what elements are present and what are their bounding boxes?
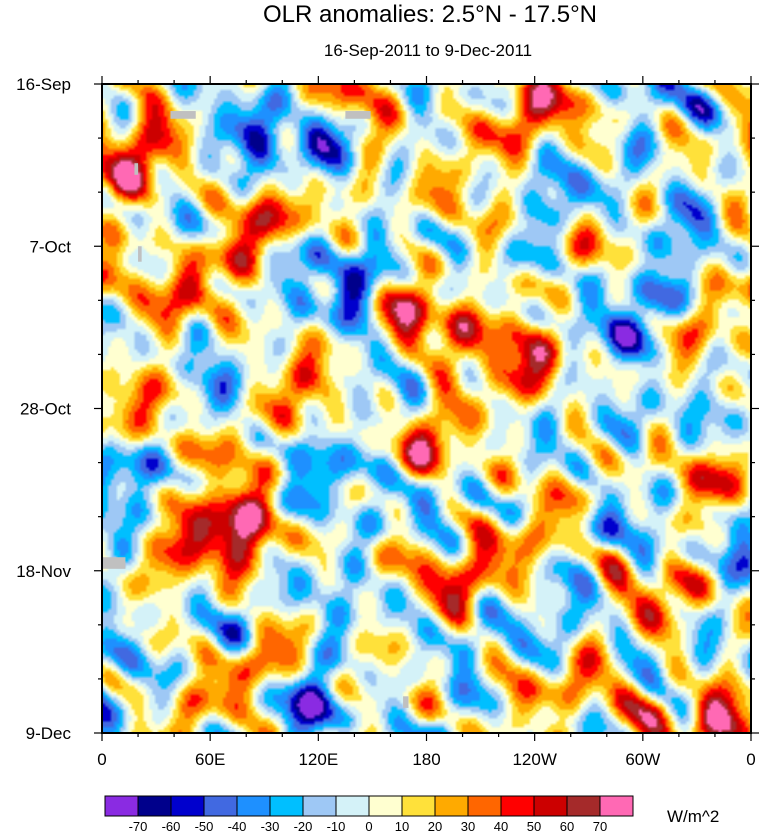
colorbar-label: -20 <box>294 819 313 834</box>
colorbar-swatch <box>137 795 172 817</box>
missing-data-patch <box>403 696 409 708</box>
y-axis: 16-Sep 7-Oct 28-Oct 18-Nov 9-Dec <box>16 75 71 743</box>
missing-data-patch <box>170 111 196 119</box>
x-axis: 0 60E 120E 180 120W 60W 0 <box>97 750 755 769</box>
x-tick-label: 180 <box>412 750 440 769</box>
y-tick-label: 18-Nov <box>16 562 71 581</box>
y-tick-label: 28-Oct <box>20 400 71 419</box>
colorbar-label: 60 <box>560 819 574 834</box>
colorbar-swatch <box>401 795 436 817</box>
y-tick-label: 7-Oct <box>29 237 71 256</box>
colorbar-label: -70 <box>129 819 148 834</box>
x-tick-label: 60E <box>195 750 225 769</box>
colorbar-swatch <box>302 795 337 817</box>
x-tick-label: 120E <box>298 750 338 769</box>
colorbar-swatch <box>335 795 370 817</box>
colorbar-swatch <box>269 795 304 817</box>
colorbar-swatch <box>236 795 271 817</box>
colorbar-swatch <box>368 795 403 817</box>
axis-ticks <box>94 76 759 741</box>
colorbar-swatch <box>170 795 205 817</box>
plot-area <box>94 76 759 741</box>
chart-subtitle: 16-Sep-2011 to 9-Dec-2011 <box>324 41 532 60</box>
colorbar-swatch <box>467 795 502 817</box>
missing-data-patch <box>102 557 126 569</box>
colorbar-label: 70 <box>593 819 607 834</box>
colorbar-label: -50 <box>195 819 214 834</box>
colorbar-swatch <box>203 795 238 817</box>
missing-data-layer <box>102 111 409 708</box>
missing-data-patch <box>134 163 139 175</box>
colorbar: -70 -60 -50 -40 -30 -20 -10 0 10 20 30 40 50 60 70 <box>104 795 634 834</box>
colorbar-label: -10 <box>327 819 346 834</box>
colorbar-swatch <box>566 795 601 817</box>
x-tick-label: 0 <box>97 750 106 769</box>
colorbar-label: 40 <box>494 819 508 834</box>
chart-title: OLR anomalies: 2.5°N - 17.5°N <box>263 1 597 28</box>
colorbar-label: -60 <box>162 819 181 834</box>
colorbar-swatch <box>434 795 469 817</box>
colorbar-swatch <box>599 795 634 817</box>
missing-data-patch <box>345 111 371 119</box>
colorbar-units: W/m^2 <box>667 807 719 826</box>
colorbar-label: -30 <box>261 819 280 834</box>
colorbar-swatch <box>500 795 535 817</box>
colorbar-label: 20 <box>428 819 442 834</box>
colorbar-swatch <box>104 795 139 817</box>
colorbar-label: 0 <box>365 819 372 834</box>
y-tick-label: 16-Sep <box>16 75 71 94</box>
colorbar-swatch <box>533 795 568 817</box>
x-tick-label: 60W <box>625 750 660 769</box>
colorbar-label: 10 <box>395 819 409 834</box>
colorbar-label: 30 <box>461 819 475 834</box>
colorbar-label: -40 <box>228 819 247 834</box>
x-tick-label: 120W <box>512 750 556 769</box>
colorbar-label: 50 <box>527 819 541 834</box>
x-tick-label: 0 <box>746 750 755 769</box>
missing-data-patch <box>138 246 142 262</box>
y-tick-label: 9-Dec <box>26 724 72 743</box>
olr-anomaly-heatmap <box>102 84 751 733</box>
